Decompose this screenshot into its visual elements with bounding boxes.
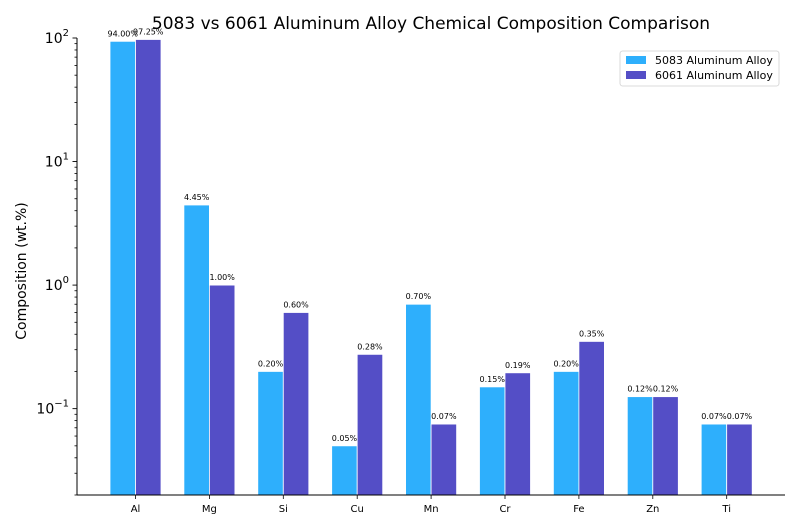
y-tick-label: 10−1 <box>36 399 69 418</box>
x-tick-label: Fe <box>573 504 584 515</box>
data-label: 0.12% <box>627 385 653 394</box>
bar-1[interactable] <box>479 386 506 496</box>
x-tick-label: Cu <box>351 504 364 515</box>
data-label: 1.00% <box>209 273 235 282</box>
bar-2[interactable] <box>430 423 458 496</box>
chart-title: 5083 vs 6061 Aluminum Alloy Chemical Com… <box>152 14 710 34</box>
data-label: 0.07% <box>431 412 457 421</box>
y-tick-label: 102 <box>45 28 69 47</box>
x-tick-label: Si <box>279 504 288 515</box>
bar-1[interactable] <box>331 445 358 496</box>
bar-2[interactable] <box>356 353 384 496</box>
data-label: 0.12% <box>653 385 679 394</box>
x-tick-label: Al <box>131 504 141 515</box>
plot-area: 10−1 100 101 102 94.00%97.25% Al 4.45% 1.00% Mg 0… <box>36 27 785 515</box>
data-label: 0.19% <box>505 361 531 370</box>
bar-2[interactable] <box>652 396 679 496</box>
x-tick-label: Zn <box>646 504 659 515</box>
bar-1[interactable] <box>109 40 136 496</box>
y-axis-label: Composition (wt.%) <box>14 202 30 340</box>
legend-label: 5083 Aluminum Alloy <box>655 54 773 67</box>
bar-1[interactable] <box>183 204 210 496</box>
data-label: 97.25% <box>133 27 164 36</box>
legend-swatch <box>626 56 646 64</box>
y-tick-label: 101 <box>45 152 69 171</box>
bar-2[interactable] <box>135 39 162 496</box>
data-label: 0.07% <box>727 412 753 421</box>
y-tick-label: 100 <box>45 275 69 294</box>
bar-2[interactable] <box>282 312 310 496</box>
bar-1[interactable] <box>553 371 580 496</box>
legend-label: 6061 Aluminum Alloy <box>655 69 773 82</box>
bar-2[interactable] <box>208 284 236 496</box>
data-label: 94.00% <box>107 29 138 38</box>
bar-1[interactable] <box>405 303 432 496</box>
data-label: 4.45% <box>184 193 210 202</box>
legend-swatch <box>626 71 646 79</box>
bar-1[interactable] <box>626 396 654 496</box>
data-label: 0.35% <box>579 329 605 338</box>
data-label: 0.70% <box>406 292 432 301</box>
bar-1[interactable] <box>700 423 728 496</box>
bar-1[interactable] <box>257 371 284 496</box>
data-label: 0.20% <box>258 359 284 368</box>
data-label: 0.28% <box>357 342 383 351</box>
data-label: 0.15% <box>480 375 506 384</box>
bar-2[interactable] <box>504 372 531 496</box>
x-tick-label: Mn <box>424 504 439 515</box>
x-tick-label: Mg <box>202 504 217 515</box>
data-label: 0.60% <box>283 301 309 310</box>
bar-2[interactable] <box>578 341 605 496</box>
bar-2[interactable] <box>726 423 753 496</box>
data-label: 0.20% <box>553 359 579 368</box>
legend-box <box>619 50 780 87</box>
x-tick-label: Cr <box>499 504 511 515</box>
legend: 5083 Aluminum Alloy 6061 Aluminum Alloy <box>619 50 780 87</box>
x-tick-label: Ti <box>721 504 731 515</box>
data-label: 0.05% <box>332 434 358 443</box>
data-label: 0.07% <box>701 412 727 421</box>
